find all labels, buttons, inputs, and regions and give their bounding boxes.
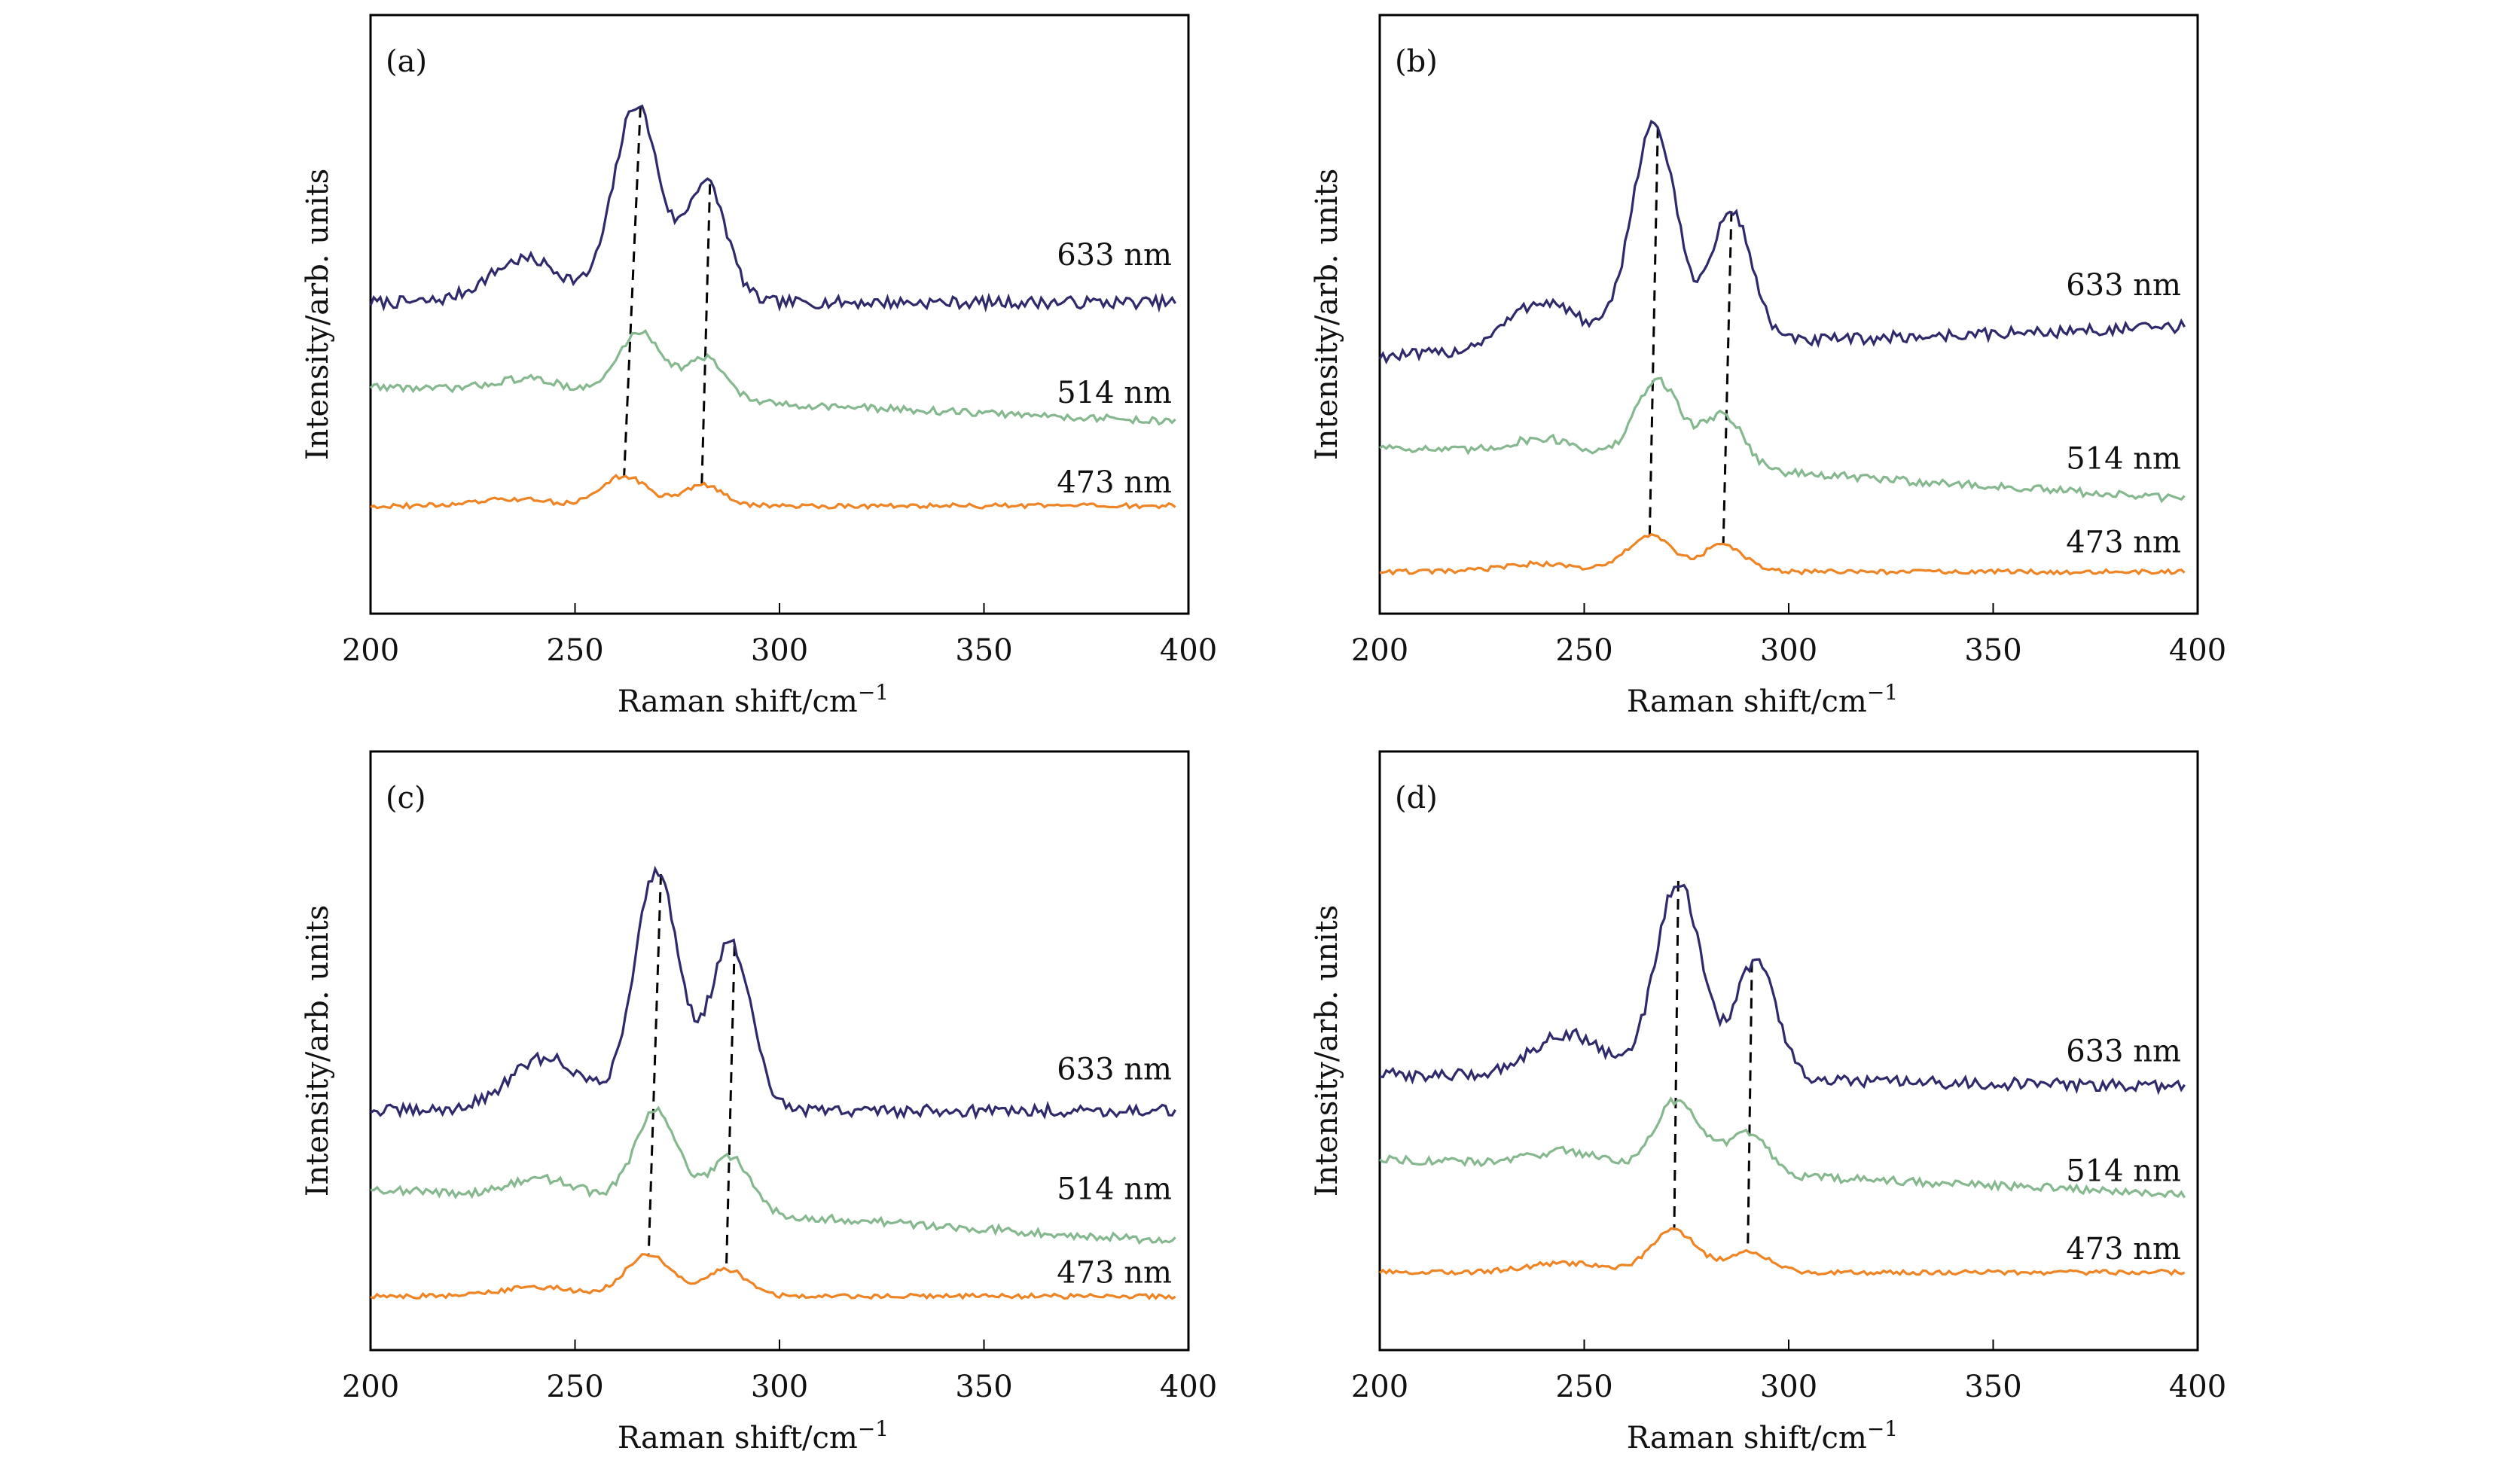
peak-marker-1 [1673, 880, 1679, 1230]
x-ticks: 200 250 300 350 400 [342, 1340, 1217, 1404]
peak-markers [1648, 127, 1733, 545]
x-axis-title-exponent: −1 [1867, 1416, 1898, 1441]
series-labels: 633 nm 514 nm 473 nm [2066, 1035, 2181, 1266]
spectra [370, 865, 1176, 1300]
x-axis-title-exponent: −1 [858, 1416, 889, 1441]
panel-c: (c) Intensity/arb. units Raman shift/cm−… [301, 750, 1217, 1455]
series-labels: 633 nm 514 nm 473 nm [2066, 268, 2181, 560]
series-labels: 633 nm 514 nm 473 nm [1057, 1052, 1172, 1290]
panel-d: (d) Intensity/arb. units Raman shift/cm−… [1310, 750, 2226, 1455]
x-tick-label-400: 400 [2169, 633, 2226, 668]
panel-label: (d) [1395, 781, 1438, 815]
series-label-473: 473 nm [1057, 465, 1172, 500]
x-axis-title-exponent: −1 [858, 680, 889, 705]
x-axis-title-text: Raman shift/cm [618, 1421, 858, 1455]
series-label-514: 514 nm [2066, 1154, 2181, 1189]
peak-markers [647, 873, 736, 1269]
spectrum-514nm [1379, 376, 2186, 504]
spectrum-514nm [1379, 1096, 2186, 1199]
x-axis-title: Raman shift/cm−1 [618, 680, 889, 719]
x-ticks: 200 250 300 350 400 [1351, 603, 2226, 668]
spectrum-473nm [1378, 1227, 2186, 1276]
series-label-633: 633 nm [2066, 268, 2181, 303]
y-axis-title: Intensity/arb. units [301, 905, 335, 1196]
peak-marker-2 [700, 184, 712, 486]
series-label-473: 473 nm [1057, 1256, 1172, 1291]
spectra [1378, 119, 2186, 576]
x-tick-label-400: 400 [2169, 1370, 2226, 1404]
x-tick-label-200: 200 [342, 633, 399, 668]
panel-label: (a) [386, 44, 427, 79]
peak-markers [623, 107, 712, 486]
panel-label: (c) [386, 781, 426, 815]
series-label-473: 473 nm [2066, 526, 2181, 560]
peak-marker-2 [1747, 962, 1753, 1251]
panel-label: (b) [1395, 44, 1438, 79]
x-tick-label-400: 400 [1160, 633, 1217, 668]
x-axis-title-text: Raman shift/cm [618, 684, 858, 719]
peak-marker-1 [1648, 127, 1659, 536]
spectrum-473nm [370, 1253, 1176, 1300]
peak-marker-2 [1722, 211, 1733, 545]
x-axis-title-exponent: −1 [1867, 680, 1898, 705]
x-tick-label-350: 350 [1964, 633, 2021, 668]
spectra [369, 104, 1176, 511]
plot-frame [369, 14, 1190, 615]
spectrum-514nm [370, 1105, 1176, 1245]
y-axis-title: Intensity/arb. units [1310, 169, 1344, 460]
spectrum-473nm [370, 474, 1176, 511]
x-tick-label-300: 300 [1760, 1370, 1817, 1404]
spectra [1378, 883, 2186, 1276]
peak-markers [1673, 880, 1753, 1251]
spectrum-633nm [370, 865, 1176, 1120]
peak-marker-2 [725, 945, 736, 1269]
x-tick-label-250: 250 [546, 633, 603, 668]
x-axis-title-text: Raman shift/cm [1627, 1421, 1867, 1455]
x-ticks: 200 250 300 350 400 [342, 603, 1217, 668]
panel-a: (a) Intensity/arb. units Raman shift/cm−… [301, 14, 1217, 719]
spectrum-633nm [369, 104, 1176, 313]
x-tick-label-200: 200 [342, 1370, 399, 1404]
x-tick-label-400: 400 [1160, 1370, 1217, 1404]
x-axis-title: Raman shift/cm−1 [1627, 680, 1898, 719]
x-axis-title-text: Raman shift/cm [1627, 684, 1867, 719]
spectrum-473nm [1379, 532, 2186, 576]
x-tick-label-300: 300 [751, 633, 808, 668]
peak-marker-1 [647, 873, 663, 1254]
series-label-473: 473 nm [2066, 1232, 2181, 1266]
peak-marker-1 [623, 107, 642, 477]
spectrum-633nm [1378, 119, 2186, 365]
x-tick-label-200: 200 [1351, 1370, 1408, 1404]
spectrum-514nm [369, 329, 1176, 426]
x-ticks: 200 250 300 350 400 [1351, 1340, 2226, 1404]
x-tick-label-350: 350 [1964, 1370, 2021, 1404]
y-axis-title: Intensity/arb. units [301, 169, 335, 460]
x-tick-label-350: 350 [955, 633, 1012, 668]
spectrum-633nm [1379, 883, 2186, 1096]
series-labels: 633 nm 514 nm 473 nm [1057, 238, 1172, 500]
y-axis-title: Intensity/arb. units [1310, 905, 1344, 1196]
x-tick-label-300: 300 [1760, 633, 1817, 668]
x-tick-label-300: 300 [751, 1370, 808, 1404]
x-tick-label-350: 350 [955, 1370, 1012, 1404]
x-axis-title: Raman shift/cm−1 [1627, 1416, 1898, 1455]
series-label-514: 514 nm [1057, 376, 1172, 410]
series-label-633: 633 nm [2066, 1035, 2181, 1069]
panel-b: (b) Intensity/arb. units Raman shift/cm−… [1310, 14, 2226, 719]
series-label-633: 633 nm [1057, 238, 1172, 273]
plot-frame [1378, 14, 2199, 615]
x-axis-title: Raman shift/cm−1 [618, 1416, 889, 1455]
x-tick-label-200: 200 [1351, 633, 1408, 668]
series-label-514: 514 nm [2066, 441, 2181, 476]
series-label-514: 514 nm [1057, 1172, 1172, 1206]
x-tick-label-250: 250 [1555, 1370, 1612, 1404]
series-label-633: 633 nm [1057, 1052, 1172, 1087]
x-tick-label-250: 250 [1555, 633, 1612, 668]
x-tick-label-250: 250 [546, 1370, 603, 1404]
